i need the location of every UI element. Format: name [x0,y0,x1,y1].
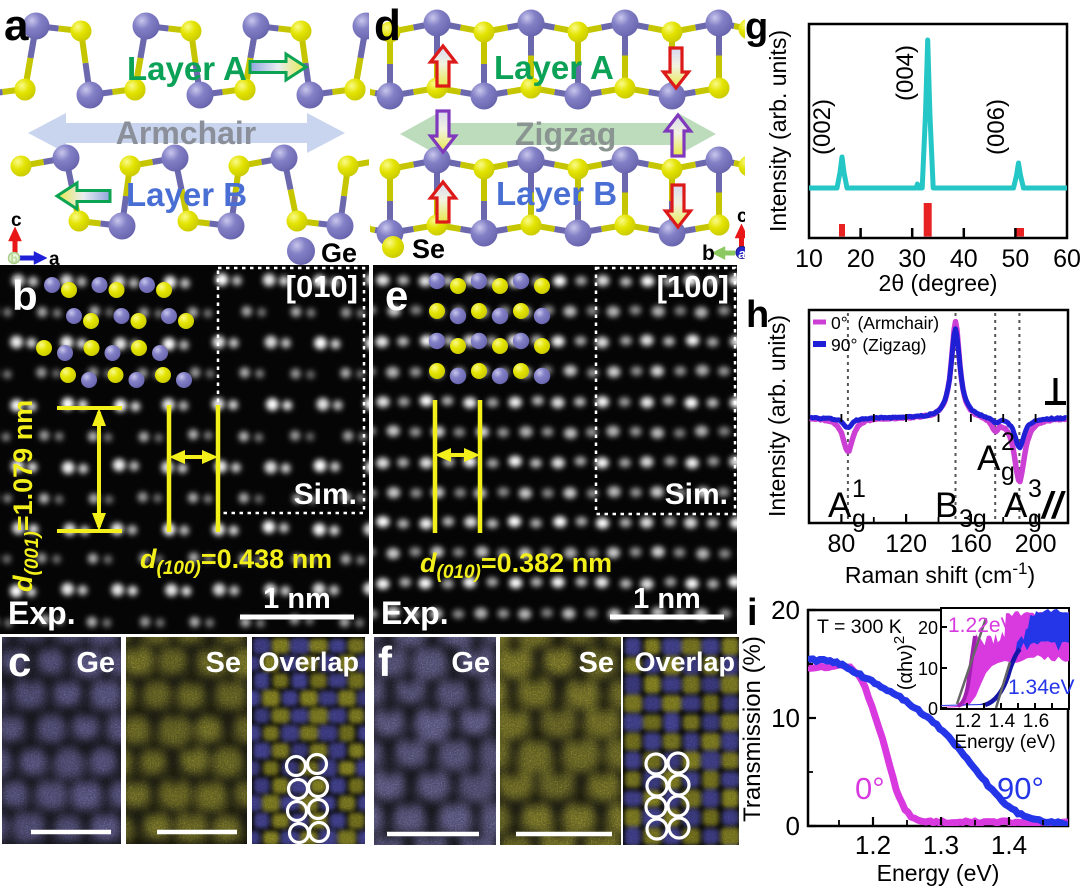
svg-text:Energy (eV): Energy (eV) [877,860,1000,886]
svg-text:Raman shift (cm-1): Raman shift (cm-1) [845,559,1035,588]
svg-text:2θ (degree): 2θ (degree) [879,270,998,296]
svg-text:g: g [1001,458,1015,486]
svg-text:3g: 3g [959,505,987,533]
svg-text:Se: Se [412,234,445,264]
svg-text:Layer B: Layer B [496,175,617,212]
svg-text:Overlap: Overlap [258,647,359,677]
svg-text:60: 60 [1053,245,1080,273]
svg-text:Intensity (arb. units): Intensity (arb. units) [764,315,790,517]
svg-text:Energy (eV): Energy (eV) [954,732,1055,753]
svg-text:e: e [385,272,408,319]
svg-text:c: c [8,638,31,685]
svg-text:20: 20 [918,618,938,638]
svg-text:(004): (004) [892,45,919,101]
svg-text:3: 3 [1028,475,1042,503]
svg-text:20: 20 [771,595,800,625]
svg-text:1.3: 1.3 [923,830,959,860]
svg-text:A: A [977,439,1001,478]
svg-text:30: 30 [898,245,926,273]
svg-text:20: 20 [847,245,875,273]
svg-text:1: 1 [852,475,866,503]
svg-text:1 nm: 1 nm [263,583,331,615]
svg-text:50: 50 [1001,245,1029,273]
svg-text:Se: Se [206,647,241,679]
svg-text:(αhν)2: (αhν)2 [891,636,917,690]
svg-text:A: A [1004,486,1028,525]
svg-text:Ge: Ge [451,647,490,679]
svg-text:Ge: Ge [321,238,357,268]
svg-text:Overlap: Overlap [634,647,735,677]
svg-text:1.4: 1.4 [989,711,1016,732]
svg-text:10: 10 [918,659,938,679]
svg-text:g: g [1028,505,1042,533]
svg-text:0: 0 [786,811,800,841]
svg-text:b: b [702,242,715,265]
svg-text:Layer A: Layer A [494,49,614,86]
svg-text:2: 2 [1001,428,1015,456]
svg-text:Zigzag: Zigzag [515,116,616,152]
svg-text:1.2: 1.2 [855,830,891,860]
svg-text:b: b [12,272,38,319]
svg-text:1.34eV: 1.34eV [1008,676,1075,699]
svg-text:Sim.: Sim. [665,478,728,511]
svg-text:g: g [852,505,866,533]
svg-text:Armchair: Armchair [116,115,257,151]
svg-text:Sim.: Sim. [294,478,357,511]
svg-text:160: 160 [950,530,992,558]
svg-text:1 nm: 1 nm [633,583,701,615]
svg-text:1.2: 1.2 [955,711,981,732]
svg-text:Layer B: Layer B [126,176,247,213]
svg-text:80: 80 [827,530,855,558]
svg-text:Exp.: Exp. [381,595,449,631]
svg-text:B: B [935,486,958,525]
svg-text:h: h [746,294,769,336]
svg-text:Layer A: Layer A [127,50,247,87]
svg-text:c: c [737,206,748,227]
svg-text:Exp.: Exp. [8,595,76,631]
svg-text:90° (Zigzag): 90° (Zigzag) [831,335,927,355]
svg-text:(006): (006) [983,99,1010,155]
svg-text:Intensity (arb. units): Intensity (arb. units) [765,30,791,232]
svg-text:1.22eV: 1.22eV [948,614,1015,637]
svg-text:0: 0 [928,699,938,719]
svg-text://: // [1040,485,1066,526]
svg-text:(002): (002) [809,99,836,155]
svg-text:d(100)=0.438 nm: d(100)=0.438 nm [140,544,332,579]
svg-text:T = 300 K: T = 300 K [817,616,902,638]
svg-text:d(001)=1.079 nm: d(001)=1.079 nm [8,400,43,592]
svg-text:A: A [828,486,852,525]
svg-text:0° (Armchair): 0° (Armchair) [831,313,939,333]
svg-text:1.4: 1.4 [991,830,1027,860]
svg-text:g: g [745,6,768,48]
svg-text:d: d [374,1,401,50]
svg-text:10: 10 [795,245,823,273]
svg-text:1.6: 1.6 [1023,711,1049,732]
svg-text:40: 40 [950,245,978,273]
svg-text:c: c [11,210,22,231]
svg-text:200: 200 [1015,530,1057,558]
svg-text:[100]: [100] [657,269,729,304]
svg-text:f: f [378,638,393,685]
svg-text:a: a [49,249,60,270]
svg-text:120: 120 [885,530,927,558]
svg-text:b: b [10,252,17,266]
svg-text:a: a [738,246,745,261]
svg-text:Ge: Ge [76,647,115,679]
svg-text:[010]: [010] [286,269,358,304]
svg-text:0°: 0° [855,771,885,806]
svg-text:a: a [4,1,29,50]
svg-text:10: 10 [771,703,800,733]
svg-text:Transmission (%): Transmission (%) [739,636,766,822]
svg-text:90°: 90° [997,771,1044,806]
svg-text:i: i [747,592,758,634]
svg-text:Se: Se [579,647,614,679]
svg-text:d(010)=0.382 nm: d(010)=0.382 nm [420,548,612,583]
